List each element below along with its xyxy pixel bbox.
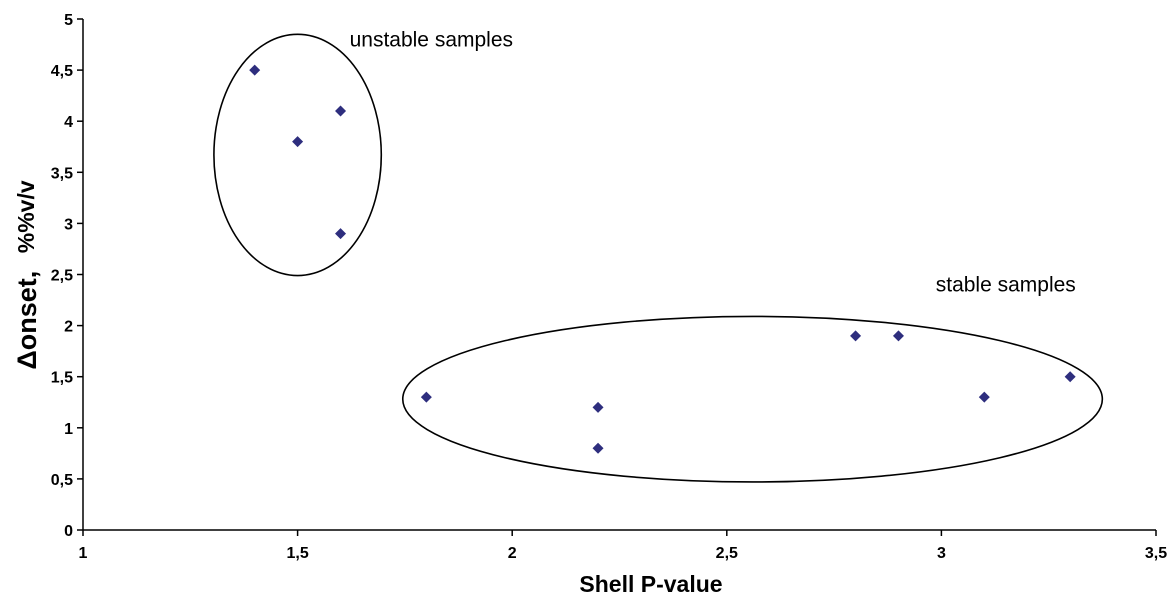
y-tick-label: 5 [64,12,73,29]
data-point [335,105,347,117]
y-tick-label: 0 [64,523,73,540]
data-point [335,228,347,240]
data-point [892,330,904,342]
y-axis-title-unit: %%v/v [13,180,39,253]
y-axis-title-text: Δonset, %%v/v [12,180,42,370]
x-tick-label: 3,5 [1145,545,1167,562]
y-axis-title-main: Δonset, [12,271,42,370]
data-point [420,391,432,403]
data-point [592,401,604,413]
x-tick-label: 3 [937,545,946,562]
data-point [978,391,990,403]
y-tick-label: 3 [64,216,73,233]
y-tick-label: 1,5 [51,370,73,387]
y-axis-ticks: 0 0,5 1 1,5 2 2,5 3 3,5 4 4,5 5 [51,12,83,540]
y-tick-label: 3,5 [51,165,73,182]
x-tick-label: 1 [79,545,88,562]
y-tick-label: 0,5 [51,472,73,489]
x-tick-label: 2 [508,545,517,562]
data-points [249,64,1076,454]
annotation-label: unstable samples [350,28,513,51]
y-axis-title: Δonset, %%v/v [12,180,42,370]
data-point [249,64,261,76]
data-point [292,136,304,148]
y-tick-label: 1 [64,421,73,438]
annotation-label: stable samples [936,274,1076,297]
x-axis-title: Shell P-value [579,571,722,597]
data-point [592,442,604,454]
data-point [1064,371,1076,383]
x-tick-label: 2,5 [716,545,738,562]
y-tick-label: 4,5 [51,63,73,80]
stable-group-ellipse [401,315,1104,483]
y-tick-label: 2 [64,319,73,336]
unstable-group-ellipse [213,33,383,277]
y-tick-label: 2,5 [51,268,73,285]
group-ellipses [213,33,1104,483]
y-tick-label: 4 [64,114,73,131]
x-axis-ticks: 1 1,5 2 2,5 3 3,5 [79,530,1167,562]
annotations: unstable samples stable samples [350,28,1076,296]
x-tick-label: 1,5 [286,545,308,562]
data-point [850,330,862,342]
